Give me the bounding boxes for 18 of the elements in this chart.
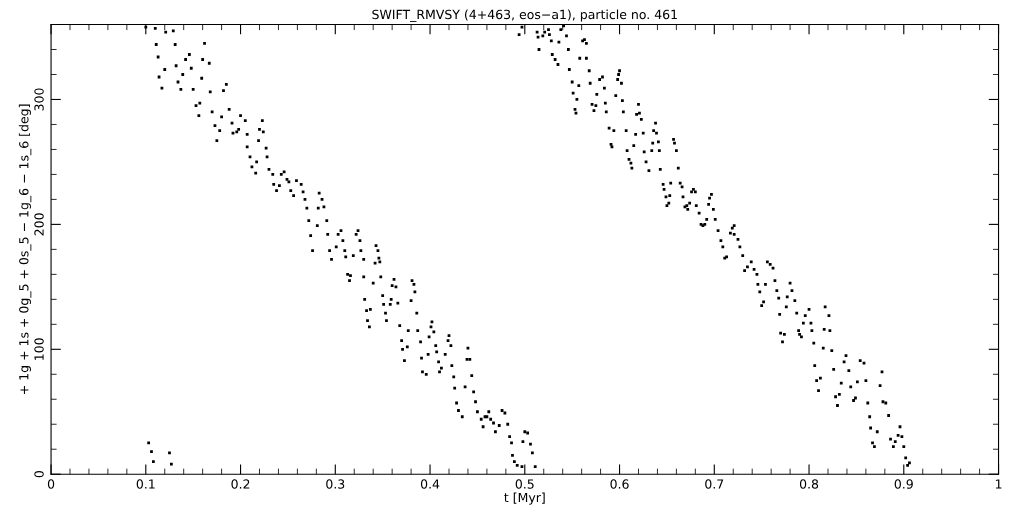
- x-tick-label: 0.1: [136, 479, 155, 489]
- y-tick-label: 300: [34, 88, 44, 111]
- y-axis-title: + 1g + 1s + 0g_5 + 0s_5 − 1g_6 − 1s_6 [deg]: [18, 104, 32, 394]
- x-tick-label: 0.6: [610, 479, 629, 489]
- y-tick-label: 0: [34, 471, 44, 478]
- x-tick-label: 0.5: [515, 479, 534, 489]
- x-tick-label: 0.9: [894, 479, 913, 489]
- x-axis-title: t [Myr]: [504, 492, 545, 505]
- x-tick-label: 0: [47, 479, 55, 489]
- x-tick-label: 1: [995, 479, 1002, 489]
- x-tick-label: 0.7: [705, 479, 724, 489]
- x-tick-label: 0.4: [420, 479, 440, 489]
- y-tick-label: 100: [34, 338, 44, 360]
- x-tick-label: 0.2: [231, 479, 250, 489]
- x-tick-label: 0.8: [799, 479, 819, 489]
- x-tick-label: 0.3: [326, 479, 345, 489]
- chart-title: SWIFT_RMVSY (4+463, eos−a1), particle no. 461: [372, 9, 677, 22]
- y-tick-label: 200: [34, 213, 44, 236]
